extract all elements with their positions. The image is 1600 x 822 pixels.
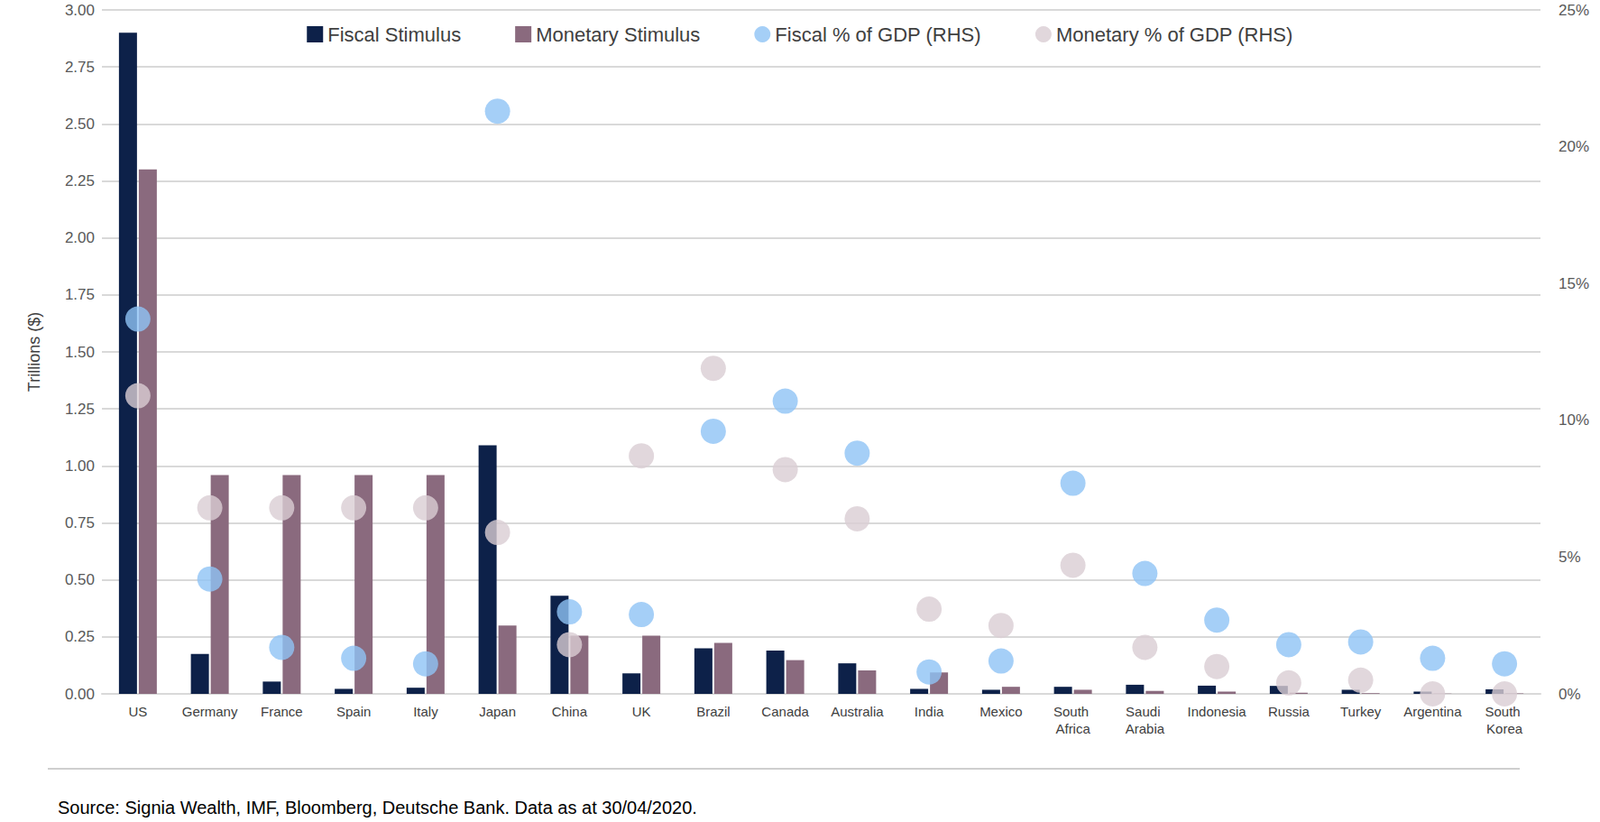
- svg-text:UK: UK: [632, 703, 652, 719]
- svg-text:Monetary Stimulus: Monetary Stimulus: [535, 23, 700, 46]
- svg-text:1.25: 1.25: [64, 400, 95, 418]
- svg-text:India: India: [914, 703, 945, 719]
- svg-text:0.25: 0.25: [64, 627, 95, 645]
- svg-text:15%: 15%: [1558, 275, 1590, 293]
- svg-text:Brazil: Brazil: [696, 703, 731, 719]
- svg-text:Germany: Germany: [182, 703, 239, 719]
- svg-text:Indonesia: Indonesia: [1187, 703, 1248, 719]
- svg-text:Trillions ($): Trillions ($): [25, 312, 44, 392]
- svg-text:Turkey: Turkey: [1340, 703, 1382, 719]
- svg-text:0.50: 0.50: [64, 570, 95, 589]
- svg-text:20%: 20%: [1558, 137, 1590, 156]
- svg-text:Monetary % of GDP (RHS): Monetary % of GDP (RHS): [1056, 23, 1293, 46]
- svg-text:2.25: 2.25: [64, 172, 95, 190]
- svg-text:South: South: [1484, 703, 1525, 719]
- svg-text:10%: 10%: [1558, 411, 1590, 429]
- svg-text:3.00: 3.00: [64, 1, 95, 19]
- svg-text:5%: 5%: [1558, 548, 1582, 566]
- svg-text:0.00: 0.00: [64, 685, 95, 703]
- svg-text:Korea: Korea: [1486, 720, 1524, 736]
- svg-text:China: China: [551, 703, 589, 719]
- svg-text:1.00: 1.00: [64, 457, 95, 475]
- svg-text:US: US: [128, 703, 148, 719]
- svg-text:Spain: Spain: [336, 703, 371, 719]
- svg-text:2.00: 2.00: [64, 229, 95, 247]
- svg-text:2.75: 2.75: [64, 58, 95, 76]
- svg-text:Russia: Russia: [1268, 703, 1311, 719]
- svg-text:Mexico: Mexico: [979, 703, 1023, 719]
- svg-text:1.75: 1.75: [64, 285, 95, 304]
- svg-text:25%: 25%: [1558, 1, 1590, 19]
- svg-text:Saudi: Saudi: [1125, 703, 1165, 719]
- svg-text:Canada: Canada: [761, 703, 810, 719]
- svg-text:Argentina: Argentina: [1403, 703, 1462, 719]
- svg-text:1.50: 1.50: [64, 343, 95, 361]
- svg-text:0%: 0%: [1558, 685, 1582, 703]
- svg-text:Arabia: Arabia: [1125, 720, 1166, 736]
- svg-text:Africa: Africa: [1055, 720, 1091, 736]
- svg-text:Japan: Japan: [478, 703, 516, 719]
- svg-text:Fiscal % of GDP (RHS): Fiscal % of GDP (RHS): [774, 23, 981, 46]
- svg-text:South: South: [1053, 703, 1093, 719]
- svg-text:0.75: 0.75: [64, 514, 95, 532]
- svg-text:France: France: [260, 703, 304, 719]
- svg-text:Italy: Italy: [413, 703, 439, 719]
- svg-text:Source: Signia Wealth, IMF, Bl: Source: Signia Wealth, IMF, Bloomberg, D…: [57, 797, 698, 818]
- svg-text:Australia: Australia: [830, 703, 884, 719]
- svg-text:2.50: 2.50: [64, 115, 95, 133]
- svg-text:Fiscal Stimulus: Fiscal Stimulus: [327, 23, 461, 46]
